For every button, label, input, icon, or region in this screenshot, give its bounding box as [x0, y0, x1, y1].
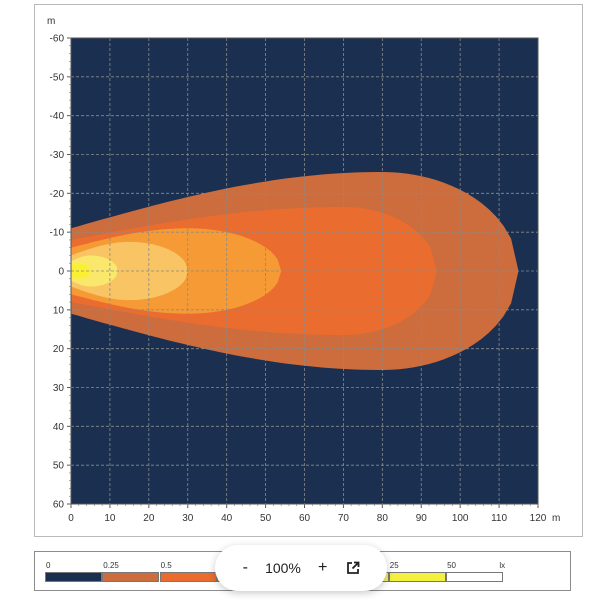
legend-item: 0.5	[159, 561, 217, 583]
y-tick-label: -60	[50, 34, 65, 45]
legend-label: 25	[389, 561, 399, 570]
y-tick-label: -50	[50, 72, 65, 83]
legend-item: 50	[446, 561, 504, 583]
y-tick-label: -10	[50, 228, 65, 239]
contour-25	[71, 263, 91, 279]
y-tick-label: -40	[50, 111, 65, 122]
x-tick-label: 70	[338, 513, 350, 524]
legend-label: 0.5	[160, 561, 172, 570]
x-tick-label: 40	[221, 513, 233, 524]
legend-label: 50	[447, 561, 456, 570]
chart-frame: 0 10 20 30 40 50 60 70 80 90 100 110 120 -60 -50 -40 -30…	[34, 4, 583, 537]
legend-swatch	[102, 572, 160, 582]
y-tick-label: 40	[53, 422, 65, 433]
expand-icon	[347, 561, 360, 574]
legend-item: 25	[388, 561, 446, 583]
contour-2	[71, 241, 188, 301]
y-tick-label: -20	[50, 189, 65, 200]
y-tick-label: 20	[53, 344, 65, 355]
x-tick-label: 110	[491, 513, 507, 524]
legend-item: 0.25	[102, 561, 160, 583]
y-tick-label: 10	[53, 305, 65, 316]
legend-swatch	[45, 572, 102, 582]
legend-unit: lx	[499, 561, 506, 570]
x-axis-label: m	[552, 513, 560, 524]
legend-label: 0	[46, 561, 51, 570]
y-tick-label: 30	[53, 383, 65, 394]
zoom-out-button[interactable]: -	[240, 559, 251, 577]
x-tick-label: 0	[68, 513, 74, 524]
contour-5	[71, 255, 118, 287]
x-tick-label: 80	[377, 513, 389, 524]
y-tick-label: 0	[58, 267, 64, 278]
illuminance-chart: 0 10 20 30 40 50 60 70 80 90 100 110 120-60-50-40-30…	[47, 16, 560, 524]
y-axis-label: m	[47, 16, 55, 27]
x-tick-label: 100	[452, 513, 469, 524]
y-tick-label: -30	[50, 150, 65, 161]
y-tick-label: 50	[53, 461, 65, 472]
x-tick-label: 120	[530, 513, 547, 524]
x-tick-label: 20	[143, 513, 155, 524]
zoom-level: 100%	[265, 560, 301, 576]
x-tick-label: 90	[416, 513, 428, 524]
x-tick-label: 60	[299, 513, 311, 524]
y-tick-label: 60	[53, 500, 65, 511]
zoom-toolbar: - 100% +	[215, 545, 387, 591]
legend-label: 0.25	[103, 561, 119, 570]
legend-swatch	[388, 572, 446, 582]
zoom-in-button[interactable]: +	[315, 559, 330, 577]
expand-button[interactable]	[344, 559, 362, 577]
legend-swatch	[446, 572, 504, 582]
x-tick-label: 30	[182, 513, 194, 524]
x-tick-label: 10	[104, 513, 116, 524]
x-tick-label: 50	[260, 513, 272, 524]
legend-swatch	[159, 572, 217, 582]
legend-item: 0	[45, 561, 102, 583]
